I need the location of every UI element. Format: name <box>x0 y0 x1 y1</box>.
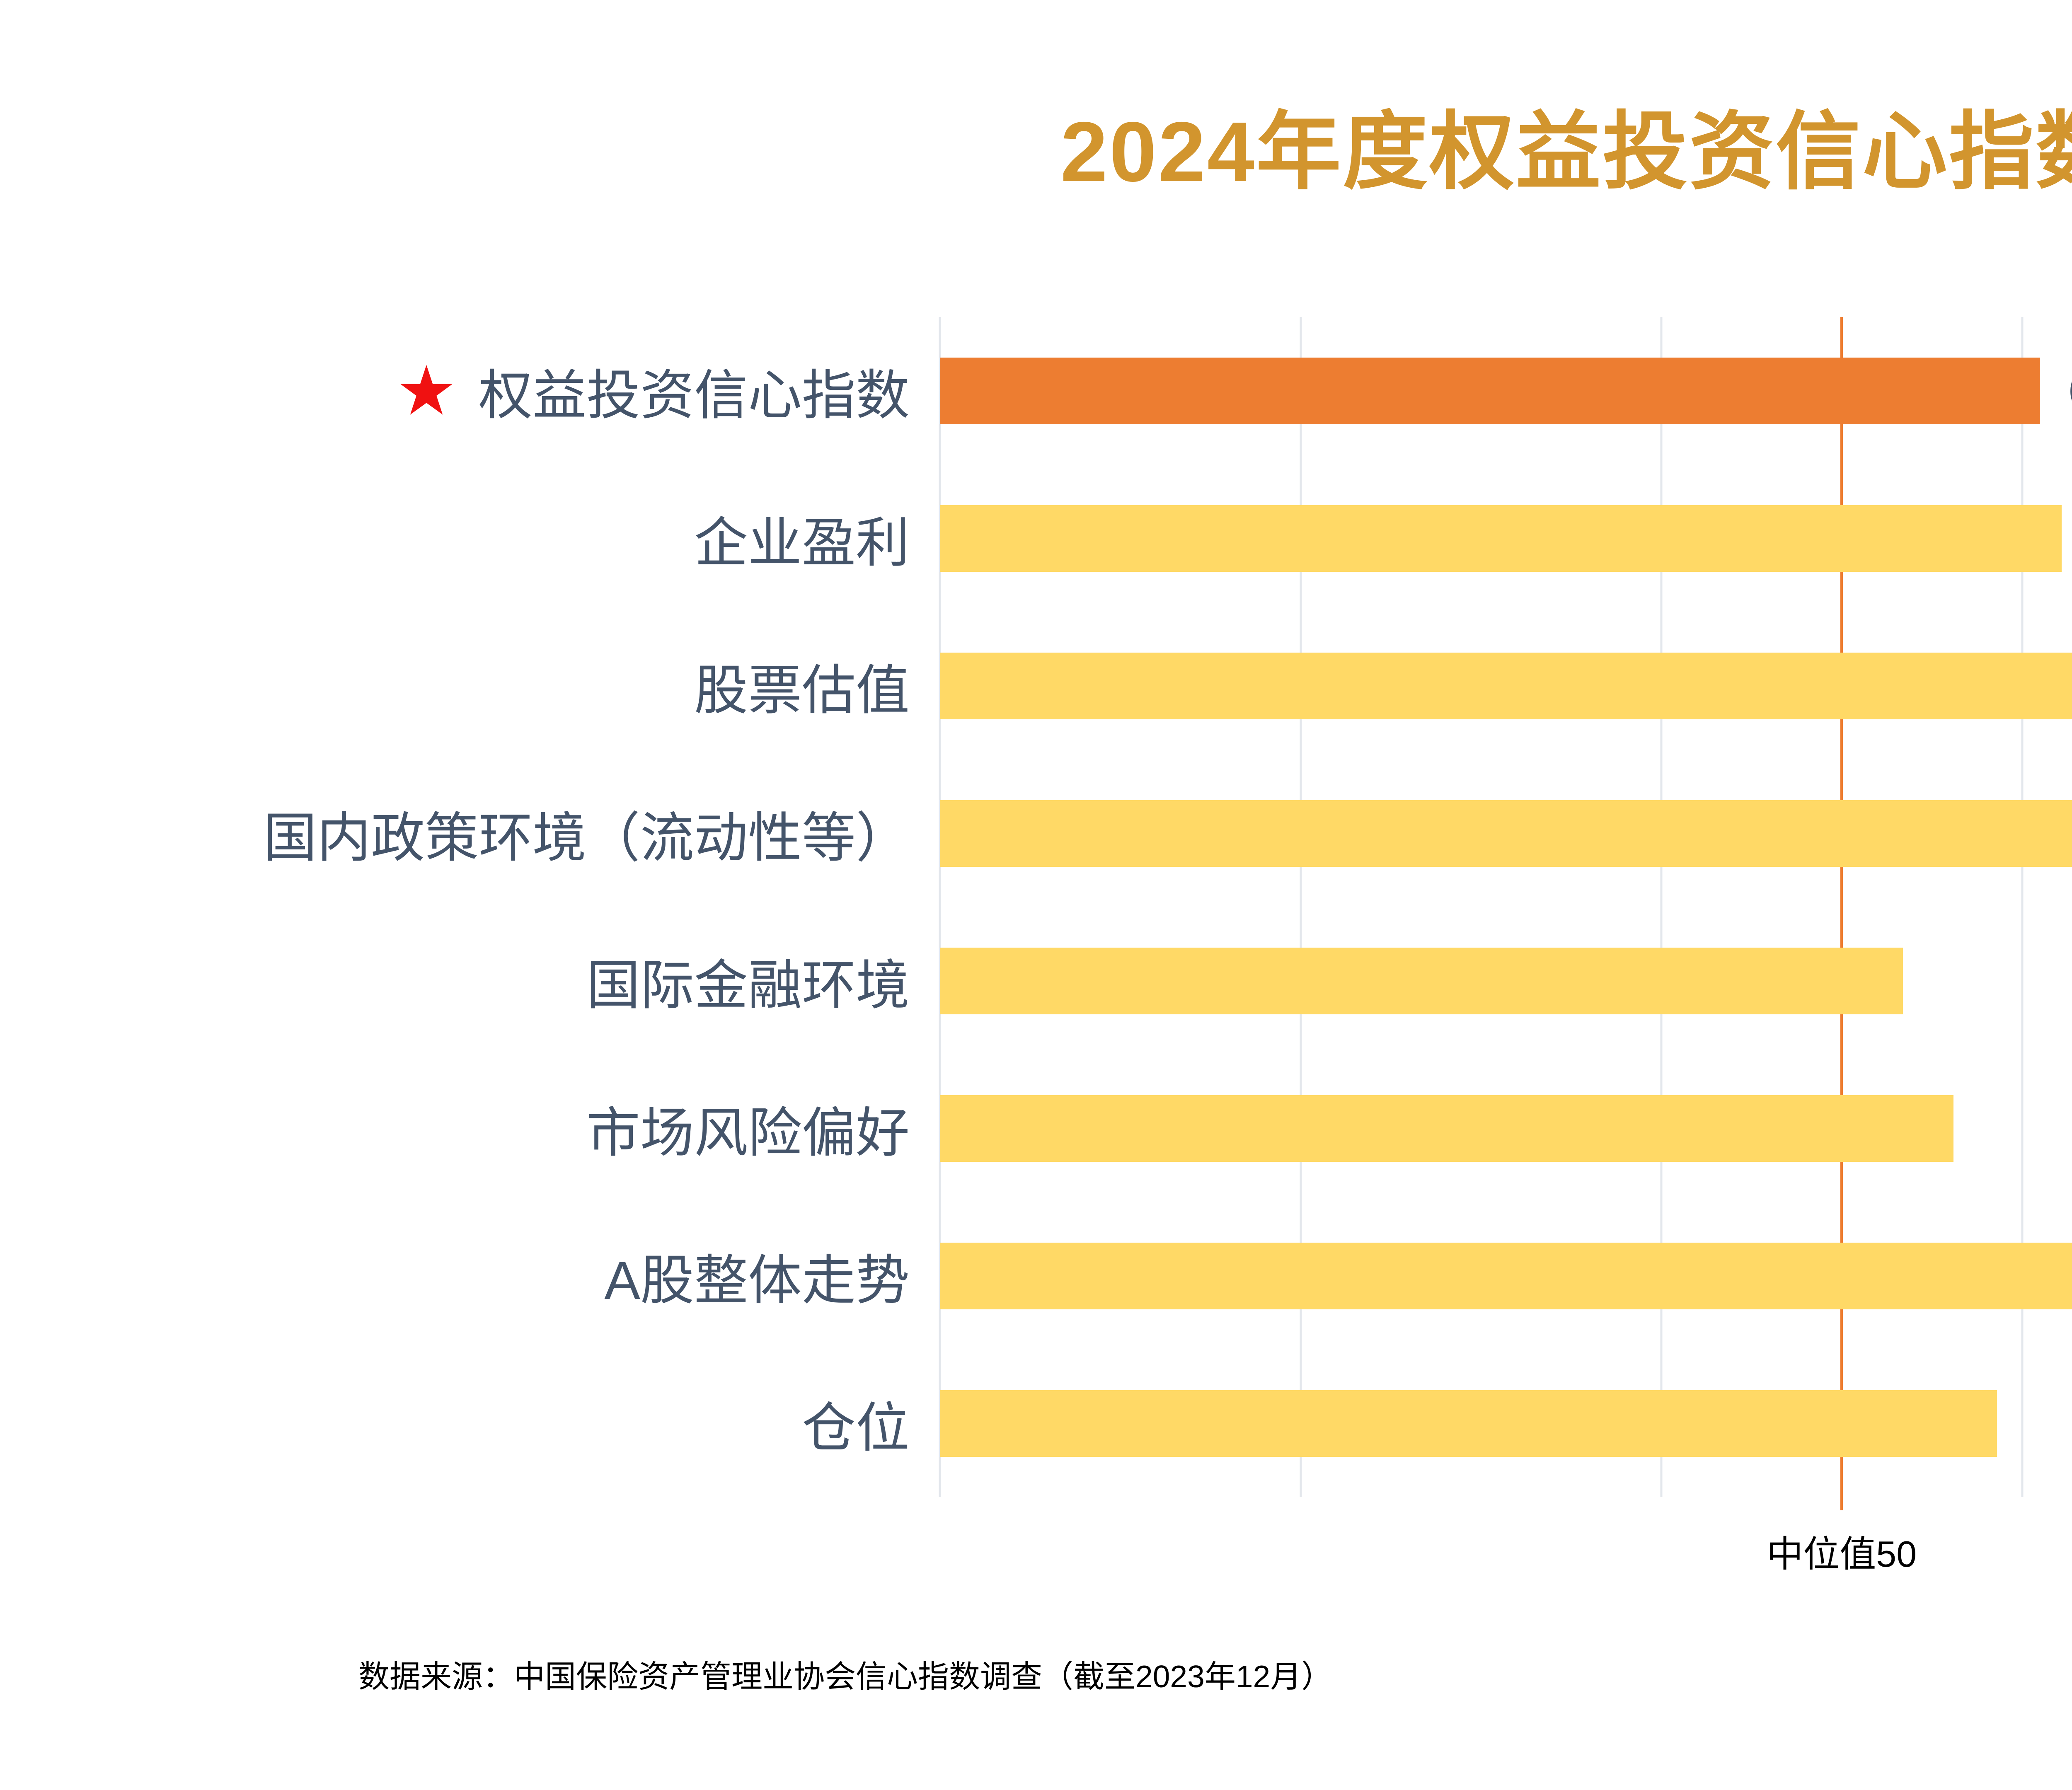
category-labels-column: ★ 权益投资信心指数企业盈利股票估值国内政策环境（流动性等） 国际金融环境 市场风险偏… <box>0 317 910 1497</box>
category-label-row-0: ★ 权益投资信心指数 <box>0 317 910 464</box>
category-label: 国内政策环境（流动性等） <box>263 808 910 868</box>
bar-2 <box>940 652 2072 719</box>
category-label-row-4: 国际金融环境 <box>0 907 910 1055</box>
category-label-row-6: A股整体走势 <box>0 1202 910 1350</box>
category-label: 企业盈利 <box>694 513 910 573</box>
median-value-label: 中位值50 <box>1767 1534 1917 1575</box>
page-title: 2024年度权益投资信心指数 <box>1060 104 2072 199</box>
bar-value-label: 61.01 <box>2068 364 2072 418</box>
gridline <box>1660 317 1663 1497</box>
category-label-row-1: 企业盈利 <box>0 464 910 612</box>
bar-3 <box>940 800 2072 867</box>
category-label: 仓位 <box>801 1398 910 1458</box>
bar-7 <box>940 1390 1997 1457</box>
chart-plot-area: 61.01 <box>939 317 2072 1510</box>
category-label-row-7: 仓位 <box>0 1350 910 1497</box>
bar-0 <box>940 357 2041 424</box>
bar-4 <box>940 947 1903 1014</box>
gridline <box>2021 317 2023 1497</box>
bar-1 <box>940 505 2062 572</box>
category-label-row-2: 股票估值 <box>0 612 910 760</box>
axis-line <box>939 317 941 1497</box>
median-reference-line <box>1840 317 1843 1510</box>
category-label: 股票估值 <box>694 660 910 721</box>
category-label: 国际金融环境 <box>586 955 910 1016</box>
category-label: 权益投资信心指数 <box>478 365 910 426</box>
bar-5 <box>940 1095 1954 1162</box>
source-note: 数据来源：中国保险资产管理业协会信心指数调查（截至2023年12月） <box>358 1659 1333 1694</box>
category-label: 市场风险偏好 <box>586 1103 910 1163</box>
bar-6 <box>940 1242 2072 1309</box>
gridline <box>1300 317 1302 1497</box>
category-label: A股整体走势 <box>604 1250 910 1311</box>
star-icon: ★ <box>396 352 457 429</box>
category-label-row-3: 国内政策环境（流动性等） <box>0 760 910 907</box>
category-label-row-5: 市场风险偏好 <box>0 1055 910 1202</box>
